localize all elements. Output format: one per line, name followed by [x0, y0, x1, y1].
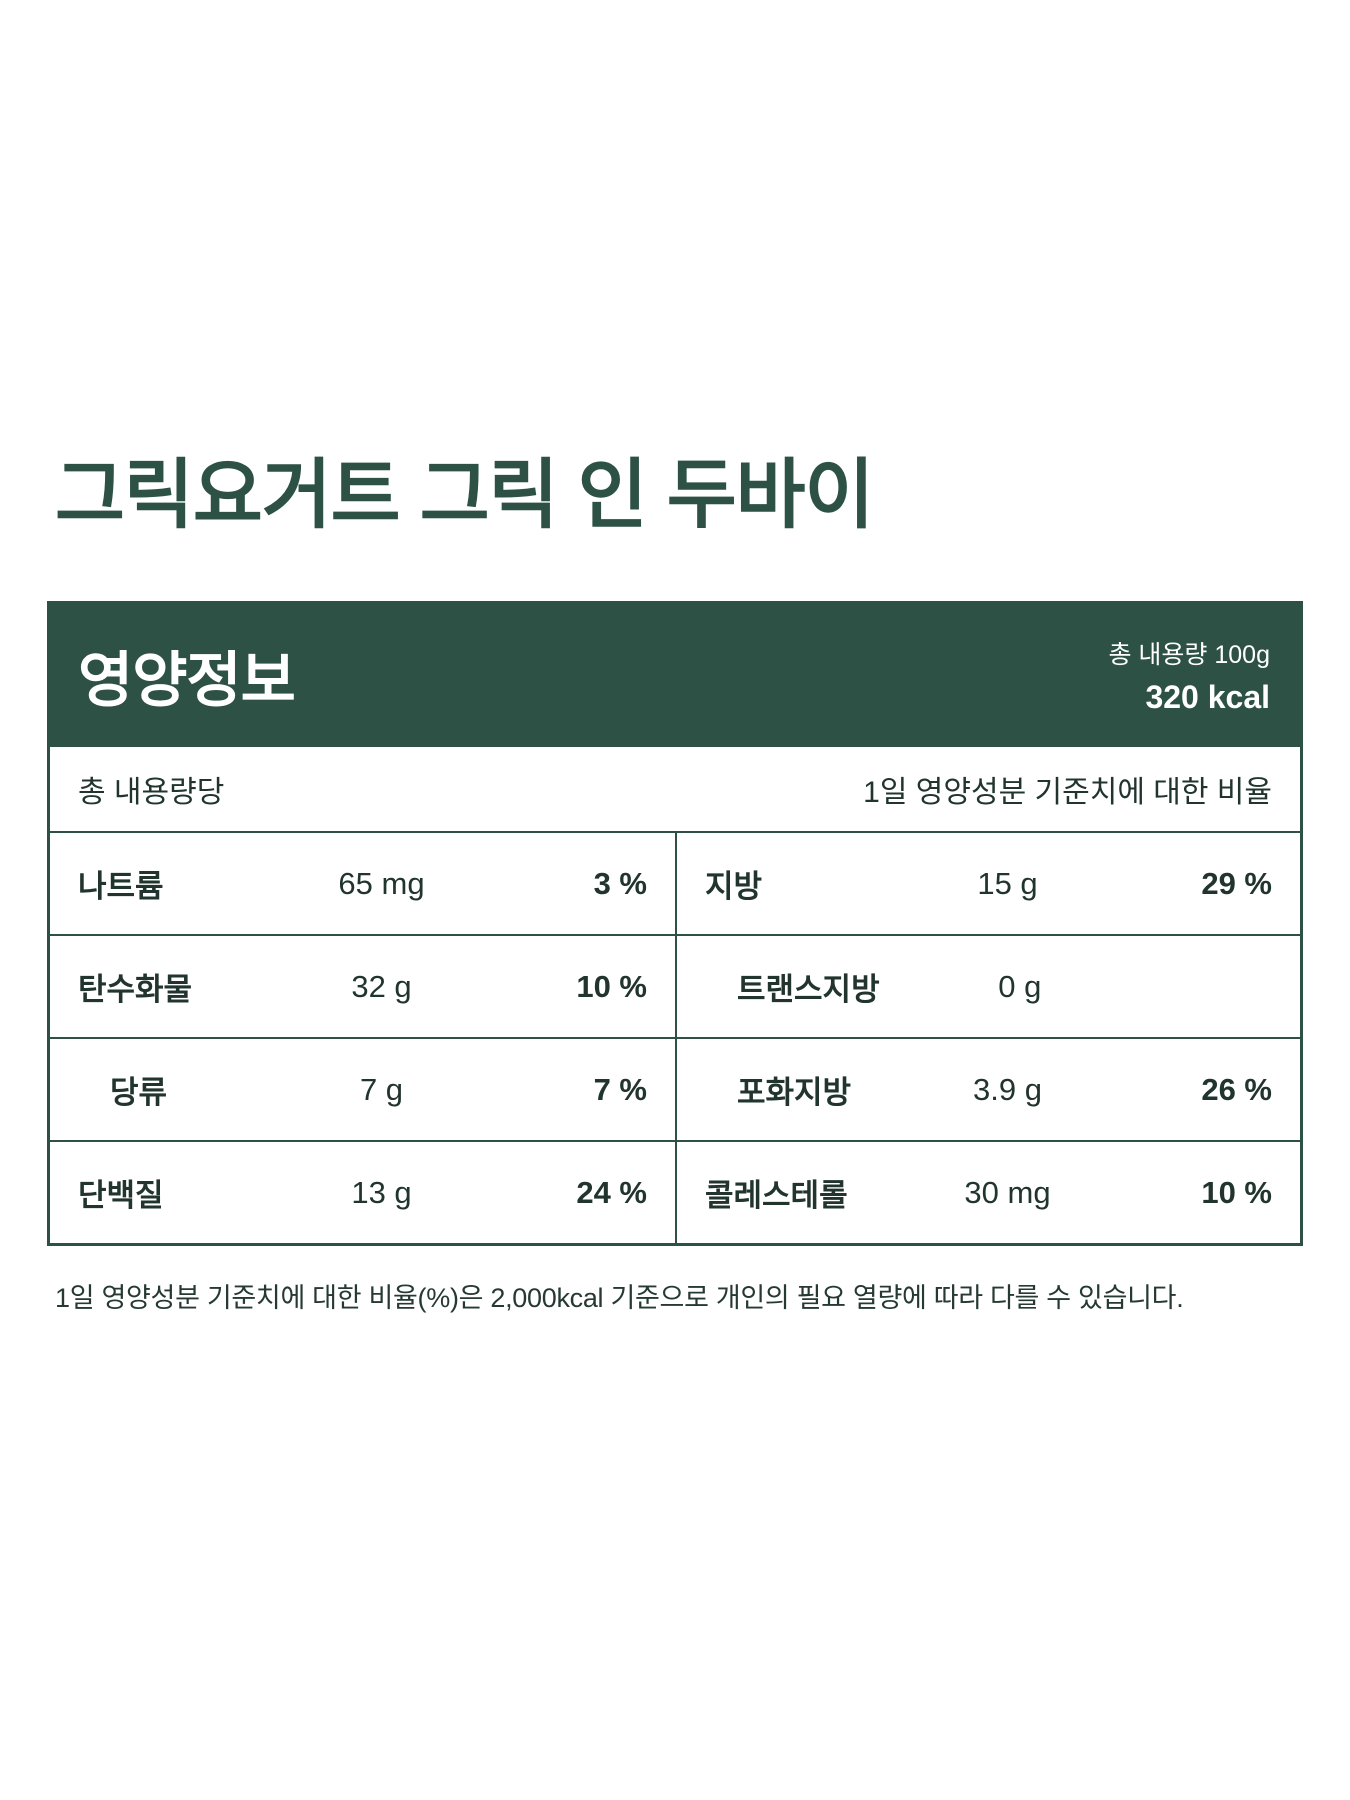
nutrient-cell-protein: 단백질 13 g 24 % — [50, 1140, 675, 1243]
nutrient-percent: 24 % — [576, 1174, 647, 1210]
nutrient-amount: 65 mg — [338, 865, 425, 901]
nutrient-cell-sodium: 나트륨 65 mg 3 % — [50, 831, 675, 934]
label-title: 영양정보 — [78, 647, 296, 715]
label-header-right: 총 내용량 100g 320 kcal — [1108, 635, 1270, 716]
page-title: 그릭요거트 그릭 인 두바이 — [55, 453, 874, 538]
serving-size: 총 내용량 100g — [1108, 641, 1270, 670]
daily-value-footnote: 1일 영양성분 기준치에 대한 비율(%)은 2,000kcal 기준으로 개인… — [55, 1283, 1184, 1314]
nutrient-name: 나트륨 — [78, 869, 164, 905]
nutrient-cell-fat: 지방 15 g 29 % — [675, 831, 1300, 935]
calories-value: 320 kcal — [1145, 679, 1270, 716]
nutrient-amount: 15 g — [977, 865, 1038, 901]
nutrient-name: 콜레스테롤 — [705, 1178, 848, 1214]
nutrient-percent: 26 % — [1201, 1071, 1272, 1107]
nutrient-amount: 7 g — [359, 1071, 404, 1107]
nutrient-amount: 32 g — [351, 968, 412, 1004]
nutrient-cell-sugars: 당류 7 g 7 % — [50, 1037, 675, 1140]
nutrient-percent: 7 % — [593, 1071, 647, 1107]
nutrient-cell-cholesterol: 콜레스테롤 30 mg 10 % — [675, 1140, 1300, 1244]
nutrient-cell-saturated-fat: 포화지방 3.9 g 26 % — [675, 1037, 1300, 1141]
nutrient-percent: 10 % — [1201, 1174, 1272, 1210]
nutrient-amount: 0 g — [998, 968, 1042, 1004]
nutrient-name: 당류 — [110, 1075, 168, 1111]
nutrition-label: 영양정보 총 내용량 100g 320 kcal 총 내용량당 1일 영양성분 … — [47, 601, 1303, 1247]
nutrient-grid: 나트륨 65 mg 3 % 지방 15 g 29 % 탄수화물 32 g 10 … — [50, 831, 1300, 1244]
nutrient-cell-trans-fat: 트랜스지방 0 g — [675, 934, 1300, 1038]
nutrient-name: 트랜스지방 — [737, 972, 880, 1008]
nutrient-percent: 3 % — [593, 865, 647, 901]
nutrient-name: 지방 — [705, 869, 763, 905]
nutrient-name: 포화지방 — [737, 1075, 852, 1111]
label-header: 영양정보 총 내용량 100g 320 kcal — [50, 604, 1300, 748]
nutrient-cell-carbohydrate: 탄수화물 32 g 10 % — [50, 934, 675, 1037]
nutrient-percent: 29 % — [1201, 865, 1272, 901]
nutrient-amount: 13 g — [351, 1174, 412, 1210]
nutrient-name: 단백질 — [78, 1178, 164, 1214]
nutrient-amount: 30 mg — [964, 1174, 1051, 1210]
nutrient-amount: 3.9 g — [973, 1071, 1042, 1107]
nutrient-percent: 10 % — [576, 968, 647, 1004]
subheader-left: 총 내용량당 — [78, 776, 225, 810]
label-subheader: 총 내용량당 1일 영양성분 기준치에 대한 비율 — [50, 747, 1300, 831]
subheader-right: 1일 영양성분 기준치에 대한 비율 — [863, 776, 1272, 810]
nutrient-name: 탄수화물 — [78, 972, 193, 1008]
